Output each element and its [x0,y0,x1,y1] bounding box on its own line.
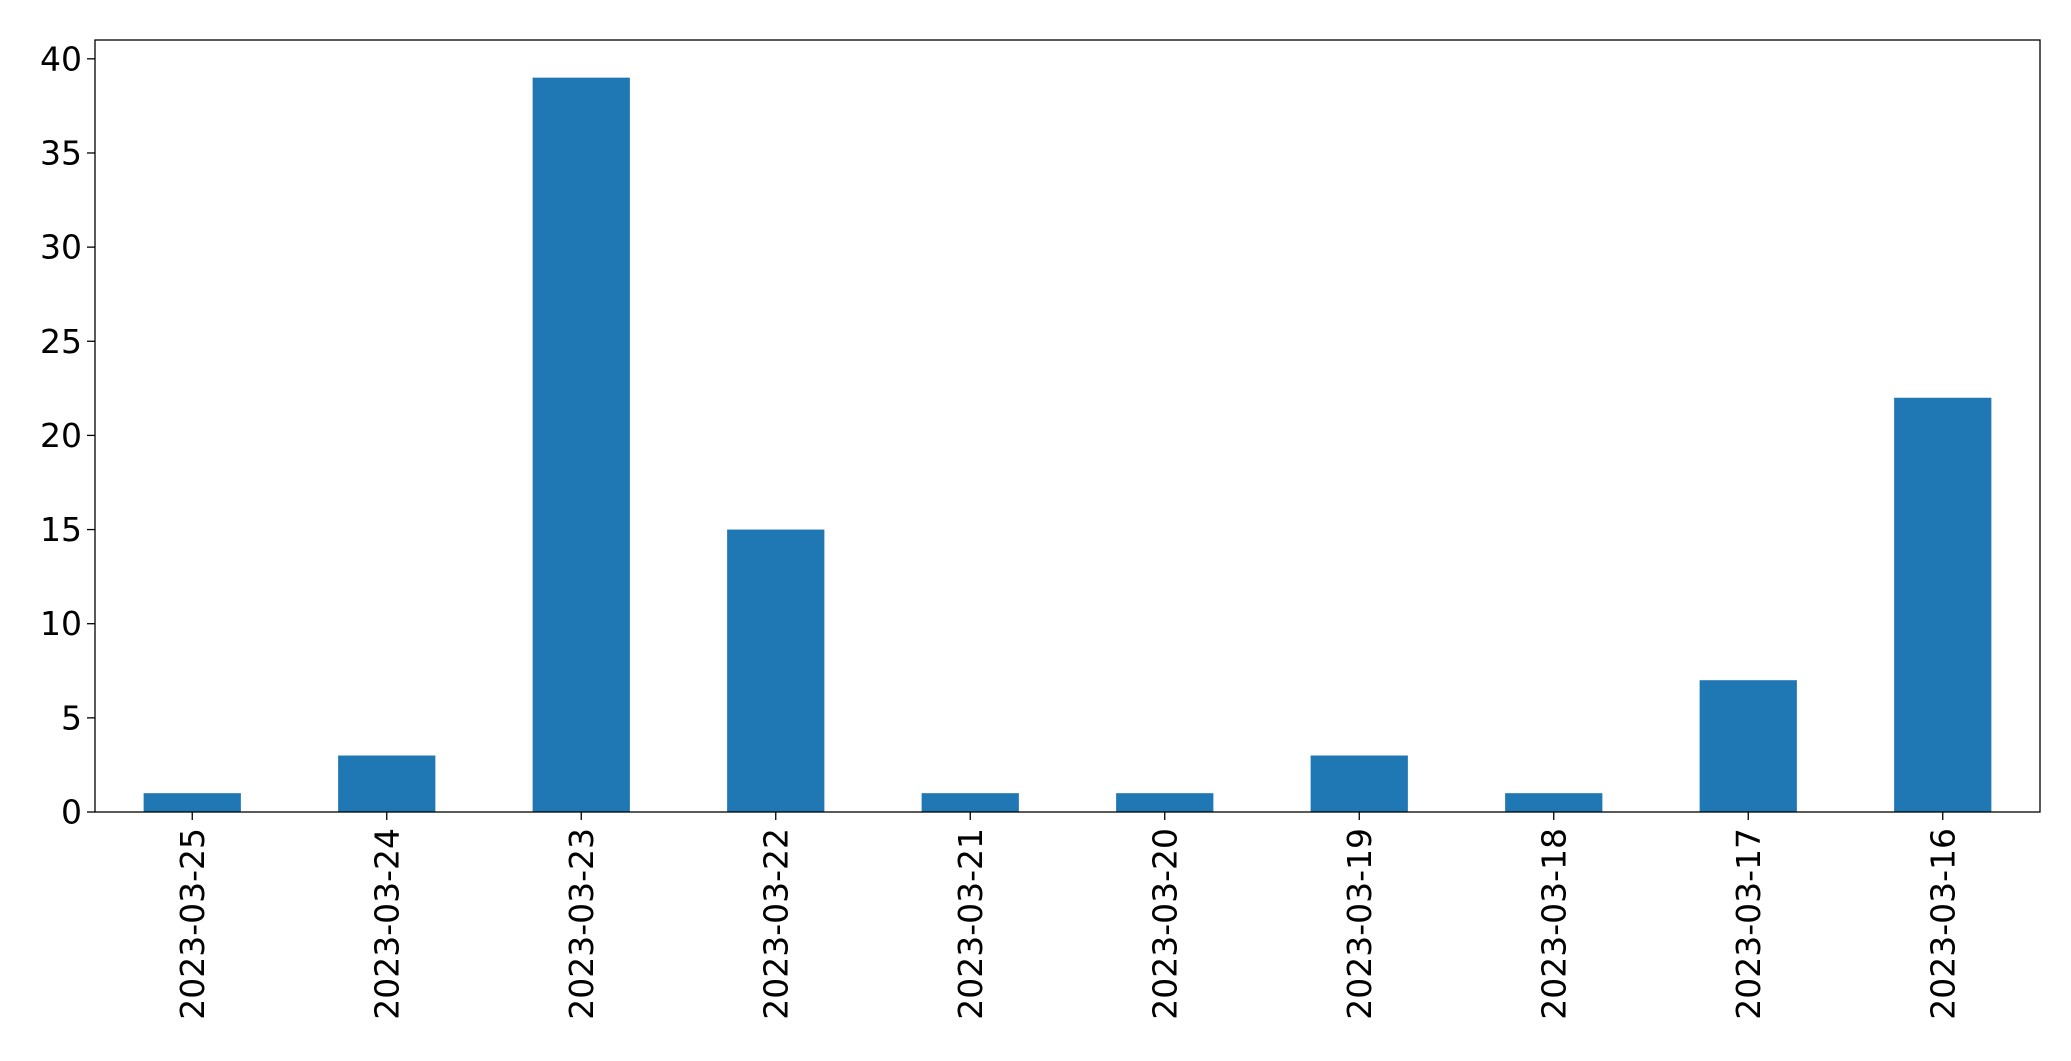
bars-group [143,77,1992,812]
x-tick-label: 2023-03-23 [562,828,601,1020]
y-tick-label: 5 [61,698,82,737]
x-tick-label: 2023-03-20 [1145,828,1184,1020]
x-tick-label: 2023-03-19 [1340,828,1379,1020]
y-axis: 0 5 10 15 20 25 30 35 40 [40,39,95,832]
y-tick-label: 35 [40,133,82,172]
y-tick-label: 0 [61,793,82,832]
bar-2023-03-20 [1116,793,1214,812]
y-tick-label: 25 [40,322,82,361]
y-tick-label: 40 [40,39,82,78]
plot-frame [94,39,2041,813]
x-tick-label: 2023-03-25 [173,828,212,1020]
bar-2023-03-17 [1699,680,1797,812]
x-axis: 2023-03-25 2023-03-24 2023-03-23 2023-03-22… [173,812,1962,1020]
y-tick-label: 30 [40,228,82,267]
x-tick-label: 2023-03-16 [1923,828,1962,1020]
bar-2023-03-18 [1505,793,1603,812]
x-tick-label: 2023-03-18 [1534,828,1573,1020]
bar-2023-03-16 [1894,397,1992,812]
bar-2023-03-23 [532,77,630,812]
bar-2023-03-25 [143,793,241,812]
y-tick-label: 15 [40,510,82,549]
y-tick-label: 10 [40,604,82,643]
x-tick-label: 2023-03-24 [367,828,406,1020]
x-tick-label: 2023-03-22 [756,828,795,1020]
y-tick-label: 20 [40,416,82,455]
bar-2023-03-21 [921,793,1019,812]
bar-2023-03-24 [338,755,436,812]
x-tick-label: 2023-03-17 [1729,828,1768,1020]
bar-2023-03-22 [727,529,825,812]
bar-2023-03-19 [1310,755,1408,812]
x-tick-label: 2023-03-21 [951,828,990,1020]
